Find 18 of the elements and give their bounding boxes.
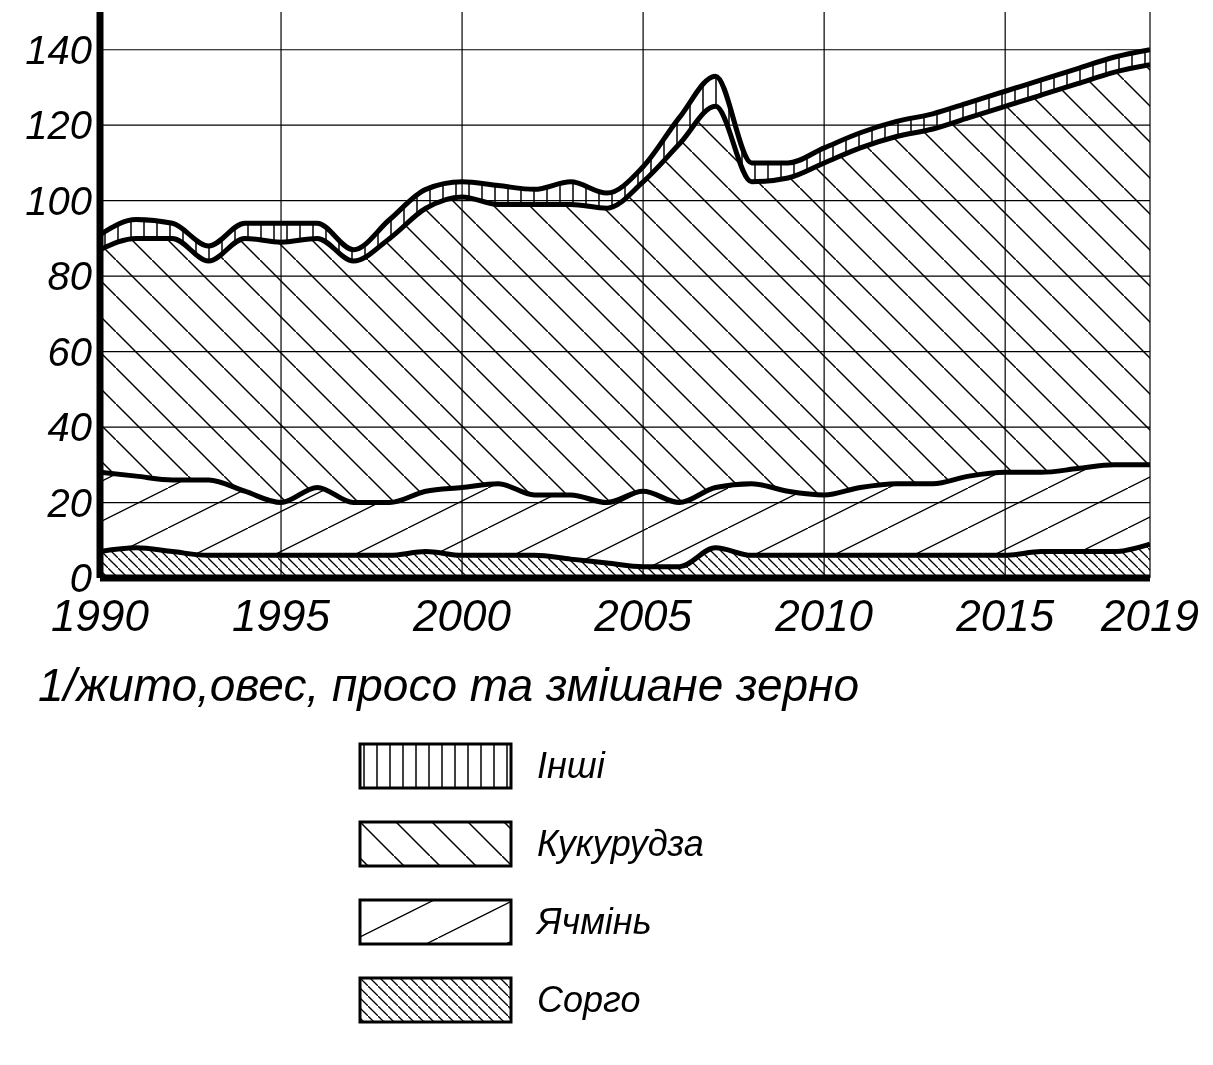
y-tick-label: 120 (25, 103, 92, 148)
x-tick-label: 2019 (1100, 591, 1199, 641)
x-axis-title: 1/жито,овес, просо та змішане зерно (38, 658, 860, 712)
y-tick-label: 80 (47, 254, 92, 299)
x-tick-label: 2010 (774, 591, 874, 641)
legend-label: Сорго (537, 979, 641, 1021)
x-tick-label: 2005 (593, 591, 693, 641)
y-tick-label: 20 (46, 480, 92, 525)
legend-label: Інші (537, 745, 605, 787)
x-tick-label: 2000 (412, 591, 512, 641)
x-tick-label: 1995 (232, 591, 331, 641)
legend-label: Ячмінь (537, 901, 652, 943)
x-tick-label: 2015 (955, 591, 1055, 641)
y-tick-label: 140 (25, 27, 92, 72)
y-tick-label: 60 (47, 329, 92, 374)
y-tick-label: 40 (47, 405, 92, 450)
y-tick-label: 100 (25, 178, 92, 223)
legend-label: Кукурудза (537, 823, 704, 865)
